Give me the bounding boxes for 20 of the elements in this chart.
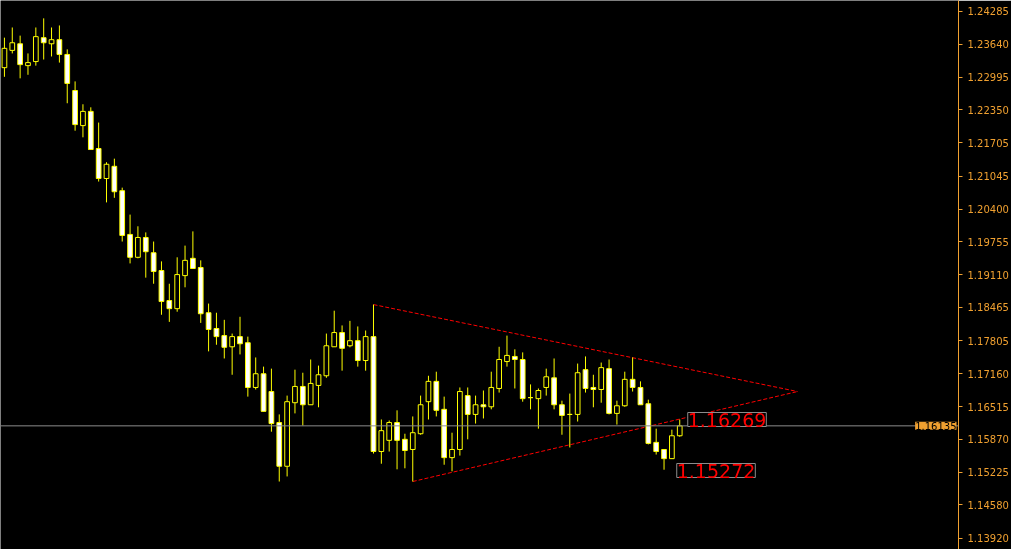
y-tick-label: 1.23640: [967, 39, 1009, 51]
annotation: 1.16269: [687, 408, 767, 431]
y-tick-label: 1.16515: [967, 401, 1009, 413]
y-tick-label: 1.17805: [967, 335, 1009, 347]
y-tick-label: 1.20400: [967, 204, 1009, 216]
y-tick-label: 1.18465: [967, 302, 1009, 314]
ref-line-label: 1.16135: [915, 420, 957, 432]
y-tick-label: 1.22995: [967, 72, 1009, 84]
y-tick-label: 1.19755: [967, 236, 1009, 248]
y-tick-label: 1.13920: [967, 533, 1009, 545]
y-tick-label: 1.21045: [967, 171, 1009, 183]
y-tick-label: 1.19110: [967, 269, 1009, 281]
y-tick-label: 1.22350: [967, 104, 1009, 116]
y-tick-label: 1.21705: [967, 137, 1009, 149]
y-tick-label: 1.24285: [967, 6, 1009, 18]
y-tick-label: 1.15870: [967, 434, 1009, 446]
y-tick-label: 1.17160: [967, 368, 1009, 380]
y-tick-label: 1.15225: [967, 467, 1009, 479]
y-tick-label: 1.14580: [967, 499, 1009, 511]
annotation: 1.15272: [676, 459, 756, 482]
